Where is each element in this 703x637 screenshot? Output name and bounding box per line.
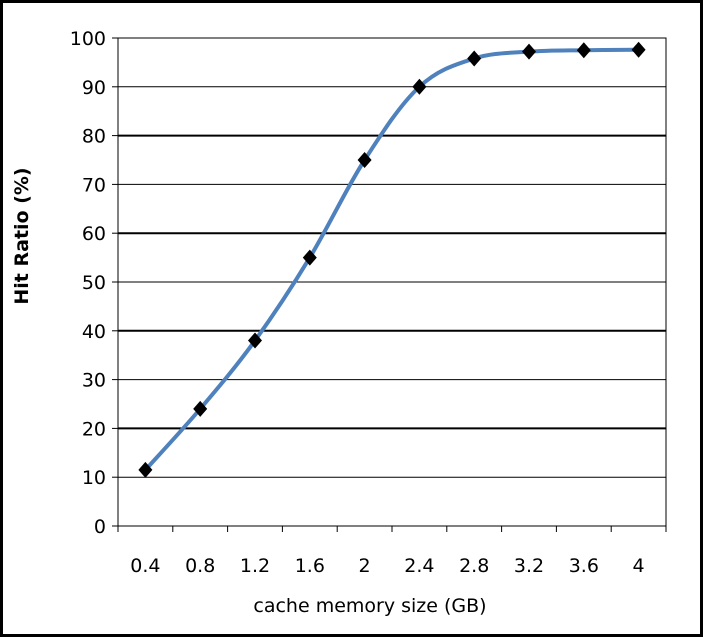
x-tick-label: 3.2 [514,555,544,577]
y-tick-label: 70 [82,174,106,196]
y-tick-label: 100 [70,28,106,50]
y-tick-label: 20 [82,418,106,440]
x-axis-ticks: 0.4 0.8 1.2 1.6 2 2.4 2.8 3.2 3.6 4 [117,526,667,577]
y-axis-ticks: 0 10 20 30 40 50 60 70 80 90 100 [70,28,118,538]
data-point-marker [412,78,427,95]
data-point-marker [522,43,536,60]
x-tick-label: 0.8 [185,555,215,577]
x-tick-label: 1.6 [295,555,325,577]
x-tick-label: 2 [359,555,371,577]
y-tick-label: 30 [82,370,106,392]
data-point-marker [302,249,317,266]
y-tick-label: 0 [94,516,106,538]
data-point-marker [357,152,372,168]
y-axis-title: Hit Ratio (%) [11,167,33,304]
x-tick-label: 0.4 [130,555,160,577]
data-series [138,41,646,478]
x-tick-label: 2.8 [459,555,489,577]
data-point-marker [631,41,646,58]
data-point-marker [193,400,208,417]
y-tick-label: 50 [82,272,106,294]
data-point-marker [576,42,591,59]
y-tick-label: 80 [82,126,106,148]
x-tick-label: 4 [633,555,645,577]
y-tick-label: 90 [82,77,106,99]
gridlines [118,86,666,478]
series-line [143,47,639,472]
y-tick-label: 10 [82,467,106,489]
x-tick-label: 1.2 [240,555,270,577]
y-tick-label: 40 [82,321,106,343]
x-tick-label: 2.4 [404,555,434,577]
data-point-marker [248,332,262,349]
data-point-marker [467,50,482,67]
x-axis-title: cache memory size (GB) [253,595,486,617]
x-tick-label: 3.6 [569,555,599,577]
y-tick-label: 60 [82,223,106,245]
data-point-marker [138,461,153,478]
